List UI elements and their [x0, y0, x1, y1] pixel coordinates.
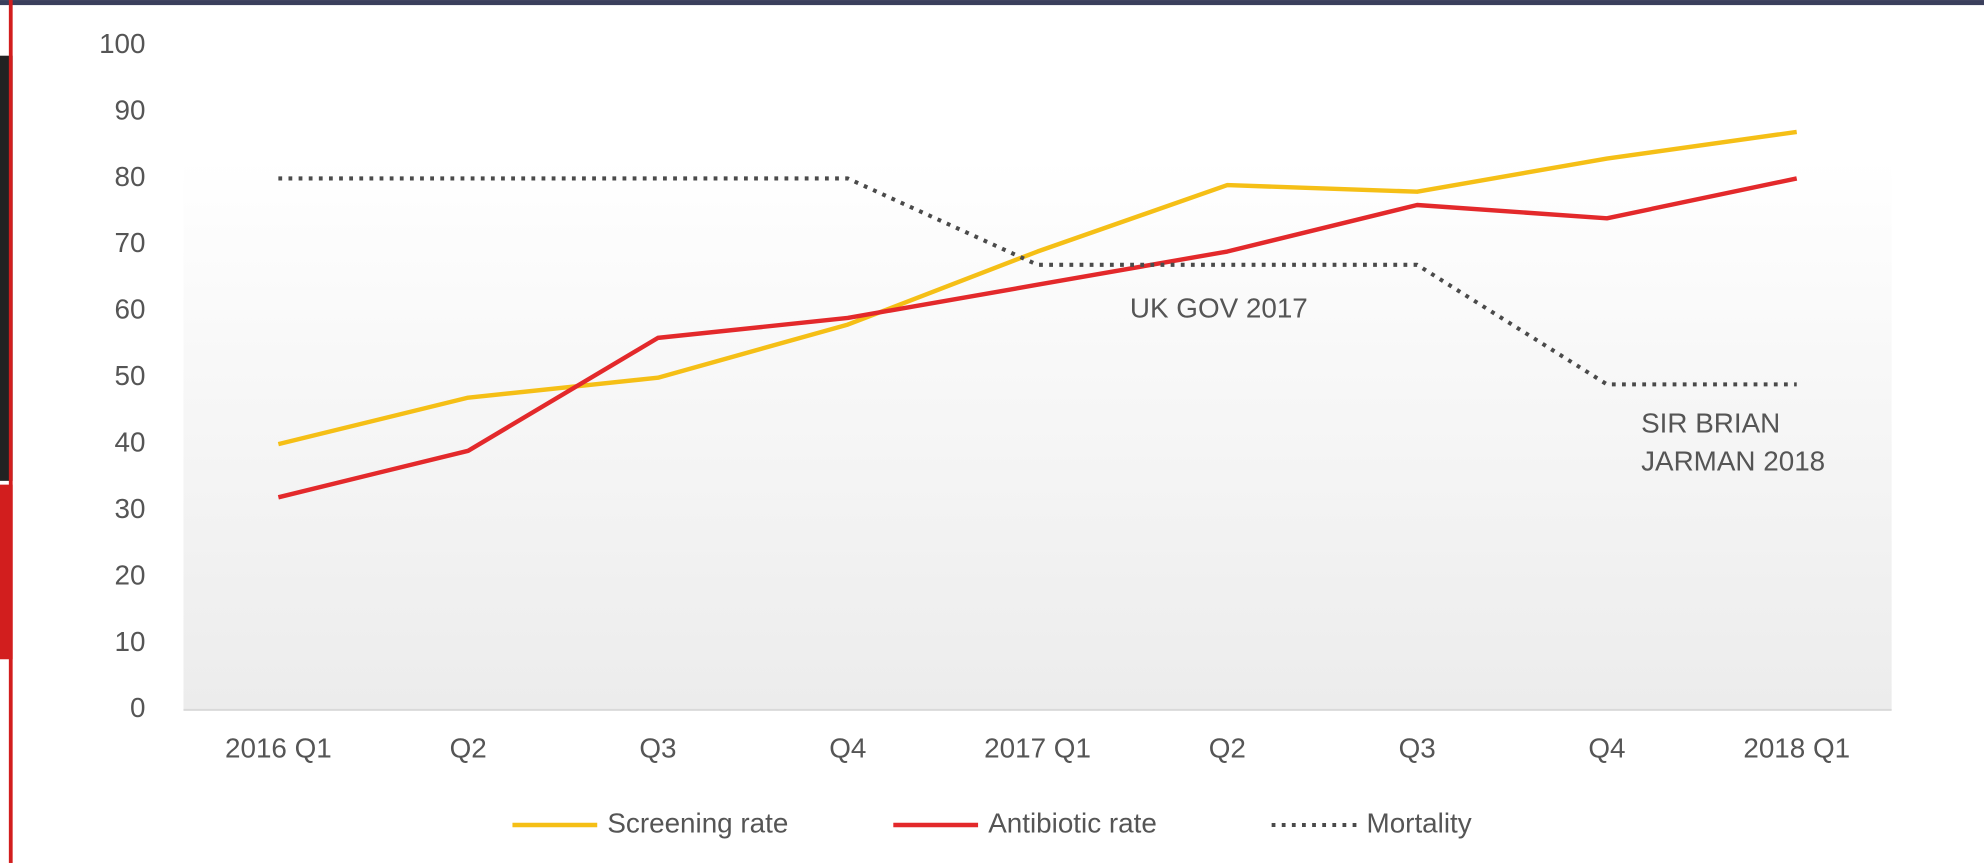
- top-border: [0, 0, 1984, 6]
- series-line: [277, 176, 1798, 500]
- y-tick-label: 90: [115, 94, 146, 125]
- x-tick-label: Q2: [1209, 733, 1246, 764]
- y-tick-label: 10: [115, 626, 146, 657]
- legend-label: Screening rate: [607, 807, 788, 838]
- x-tick-label: 2018 Q1: [1743, 733, 1850, 764]
- x-tick-label: 2017 Q1: [984, 733, 1091, 764]
- y-tick-label: 100: [99, 28, 145, 59]
- y-tick-label: 50: [115, 360, 146, 391]
- y-tick-label: 40: [115, 427, 146, 458]
- series-line: [277, 129, 1798, 447]
- x-tick-label: Q2: [450, 733, 487, 764]
- plot-area: [183, 158, 1892, 710]
- x-tick-label: Q4: [829, 733, 866, 764]
- y-tick-label: 70: [115, 227, 146, 258]
- x-tick-label: Q3: [639, 733, 676, 764]
- legend-label: Mortality: [1367, 807, 1472, 838]
- x-tick-label: Q4: [1588, 733, 1625, 764]
- y-tick-label: 80: [115, 161, 146, 192]
- annotation: UK GOV 2017: [1130, 292, 1308, 323]
- annotation: JARMAN 2018: [1641, 445, 1825, 476]
- annotation: SIR BRIAN: [1641, 408, 1780, 439]
- y-tick-label: 20: [115, 559, 146, 590]
- series-line: [278, 176, 1797, 387]
- x-tick-label: 2016 Q1: [225, 733, 332, 764]
- y-tick-label: 60: [115, 294, 146, 325]
- legend-label: Antibiotic rate: [988, 807, 1157, 838]
- x-tick-label: Q3: [1399, 733, 1436, 764]
- y-tick-label: 0: [130, 692, 145, 723]
- y-tick-label: 30: [115, 493, 146, 524]
- left-border: [8, 0, 13, 863]
